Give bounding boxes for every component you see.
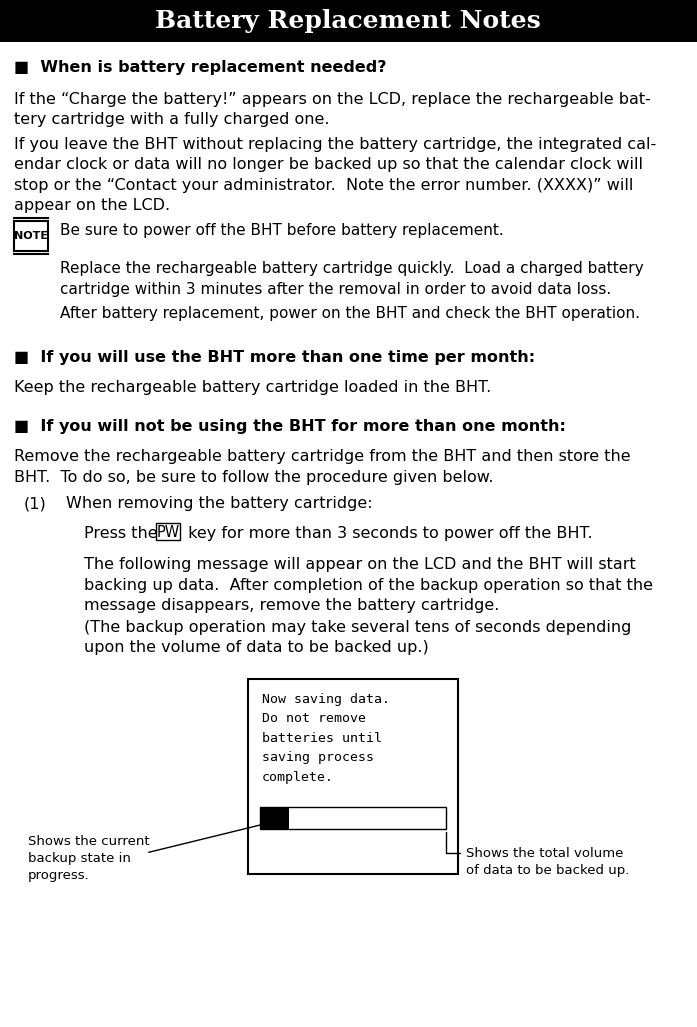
- Text: After battery replacement, power on the BHT and check the BHT operation.: After battery replacement, power on the …: [60, 306, 640, 321]
- Text: If you leave the BHT without replacing the battery cartridge, the integrated cal: If you leave the BHT without replacing t…: [14, 137, 657, 214]
- Text: key for more than 3 seconds to power off the BHT.: key for more than 3 seconds to power off…: [183, 526, 592, 541]
- Text: Keep the rechargeable battery cartridge loaded in the BHT.: Keep the rechargeable battery cartridge …: [14, 380, 491, 394]
- Text: (1): (1): [24, 496, 47, 511]
- Bar: [260, 807, 289, 829]
- Text: Remove the rechargeable battery cartridge from the BHT and then store the
BHT.  : Remove the rechargeable battery cartridg…: [14, 449, 631, 485]
- Text: ■  If you will use the BHT more than one time per month:: ■ If you will use the BHT more than one …: [14, 350, 535, 365]
- Text: NOTE: NOTE: [14, 231, 48, 241]
- Text: The following message will appear on the LCD and the BHT will start
backing up d: The following message will appear on the…: [84, 558, 653, 613]
- Bar: [156, 523, 180, 540]
- Bar: [14, 221, 48, 252]
- Text: Replace the rechargeable battery cartridge quickly.  Load a charged battery
cart: Replace the rechargeable battery cartrid…: [60, 261, 643, 297]
- Text: When removing the battery cartridge:: When removing the battery cartridge:: [66, 496, 373, 511]
- Text: Now saving data.
Do not remove
batteries until
saving process
complete.: Now saving data. Do not remove batteries…: [262, 693, 390, 784]
- Text: ■  When is battery replacement needed?: ■ When is battery replacement needed?: [14, 60, 387, 75]
- Text: Shows the total volume
of data to be backed up.: Shows the total volume of data to be bac…: [466, 847, 629, 877]
- Text: Press the: Press the: [84, 526, 163, 541]
- Text: (The backup operation may take several tens of seconds depending
upon the volume: (The backup operation may take several t…: [84, 620, 631, 655]
- Bar: [248, 679, 458, 874]
- Text: PW: PW: [156, 525, 180, 540]
- Text: Battery Replacement Notes: Battery Replacement Notes: [155, 9, 541, 33]
- Bar: [0, 0, 697, 42]
- Bar: [260, 807, 446, 829]
- Text: ■  If you will not be using the BHT for more than one month:: ■ If you will not be using the BHT for m…: [14, 419, 566, 434]
- Text: If the “Charge the battery!” appears on the LCD, replace the rechargeable bat-
t: If the “Charge the battery!” appears on …: [14, 92, 651, 127]
- Text: Shows the current
backup state in
progress.: Shows the current backup state in progre…: [28, 835, 150, 882]
- Text: Be sure to power off the BHT before battery replacement.: Be sure to power off the BHT before batt…: [60, 223, 504, 238]
